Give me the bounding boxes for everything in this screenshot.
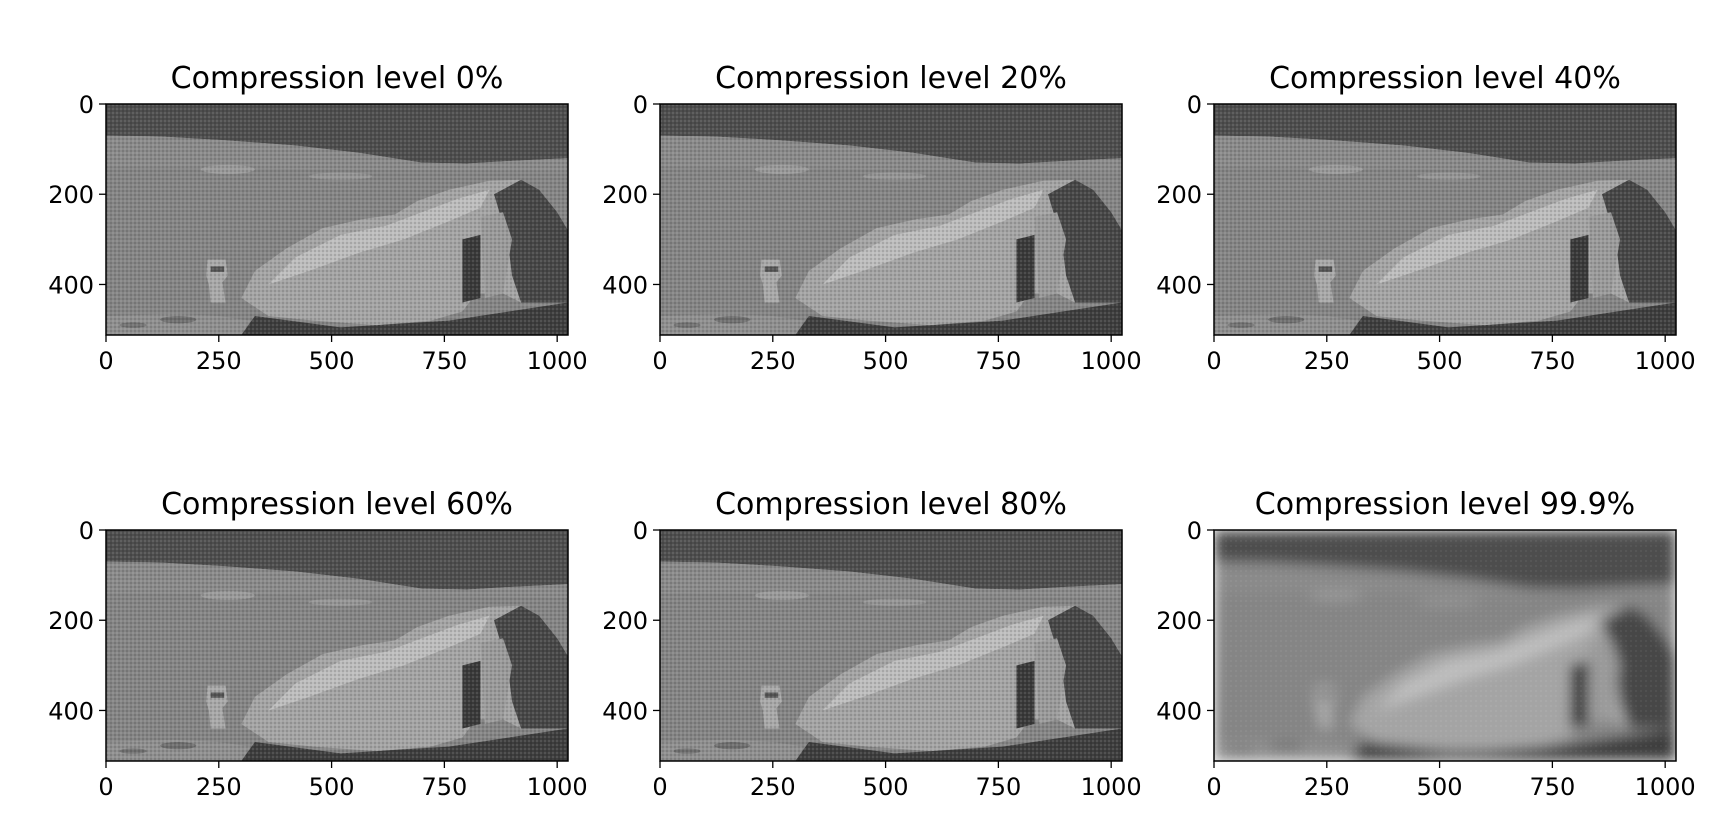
panel-2: Compression level 20% 0 250 500 750 1000 0 200 4… [602,61,1142,375]
panel-4: Compression level 60% 0 250 500 750 1000 0 200 4… [48,487,588,801]
x-tick-label: 1000 [1635,773,1696,801]
y-tick-label: 0 [1187,91,1202,119]
x-tick-label: 750 [975,773,1021,801]
axes-frame [105,529,569,762]
panel-3: Compression level 40% 0 250 500 750 1000 0 200 4… [1156,61,1696,375]
x-tick-label: 1000 [1635,347,1696,375]
panel-title: Compression level 0% [171,61,504,96]
x-tick-label: 250 [196,773,242,801]
x-tick-label: 750 [421,347,467,375]
panel-title: Compression level 40% [1269,61,1621,96]
axes-frame [659,103,1123,336]
x-tick-label: 0 [652,347,667,375]
y-tick-label: 400 [48,271,94,299]
x-tick-label: 0 [652,773,667,801]
x-tick-label: 1000 [1081,773,1142,801]
x-tick-label: 250 [196,347,242,375]
x-tick-label: 0 [98,773,113,801]
y-tick-label: 200 [48,607,94,635]
x-tick-label: 750 [975,347,1021,375]
y-tick-label: 0 [79,91,94,119]
x-tick-label: 250 [750,773,796,801]
y-tick-label: 200 [602,607,648,635]
x-tick-label: 250 [1304,347,1350,375]
y-tick-label: 0 [79,517,94,545]
x-tick-label: 1000 [527,347,588,375]
panel-image [660,530,1122,761]
x-tick-label: 250 [1304,773,1350,801]
panel-6: Compression level 99.9% 0 250 500 750 1000 0 20… [1156,487,1696,801]
x-tick-label: 0 [98,347,113,375]
panel-title: Compression level 99.9% [1255,487,1635,522]
y-tick-label: 0 [633,91,648,119]
x-tick-label: 1000 [1081,347,1142,375]
panel-title: Compression level 80% [715,487,1067,522]
axes-frame [1213,103,1677,336]
x-tick-label: 0 [1206,773,1221,801]
y-tick-label: 200 [602,181,648,209]
axes-frame [105,103,569,336]
x-tick-label: 500 [309,347,355,375]
panel-image [1214,104,1676,335]
y-tick-label: 400 [602,271,648,299]
x-tick-label: 0 [1206,347,1221,375]
y-tick-label: 400 [602,697,648,725]
panel-image [106,530,568,761]
y-tick-label: 200 [48,181,94,209]
panel-5: Compression level 80% 0 250 500 750 1000 0 200 4… [602,487,1142,801]
panel-1: Compression level 0% 0 250 500 750 1000 0 200 40… [48,61,588,375]
y-tick-label: 400 [1156,697,1202,725]
y-tick-label: 0 [1187,517,1202,545]
x-tick-label: 750 [421,773,467,801]
x-tick-label: 500 [1417,347,1463,375]
panel-image [660,104,1122,335]
x-tick-label: 1000 [527,773,588,801]
y-tick-label: 200 [1156,607,1202,635]
y-tick-label: 400 [48,697,94,725]
x-tick-label: 500 [309,773,355,801]
panel-title: Compression level 60% [161,487,513,522]
y-tick-label: 200 [1156,181,1202,209]
panel-title: Compression level 20% [715,61,1067,96]
panel-image [106,104,568,335]
y-tick-label: 400 [1156,271,1202,299]
axes-frame [1213,529,1677,762]
x-tick-label: 500 [863,773,909,801]
axes-frame [659,529,1123,762]
panel-image [1214,530,1676,761]
x-tick-label: 750 [1529,773,1575,801]
x-tick-label: 750 [1529,347,1575,375]
y-tick-label: 0 [633,517,648,545]
x-tick-label: 500 [863,347,909,375]
x-tick-label: 250 [750,347,796,375]
x-tick-label: 500 [1417,773,1463,801]
